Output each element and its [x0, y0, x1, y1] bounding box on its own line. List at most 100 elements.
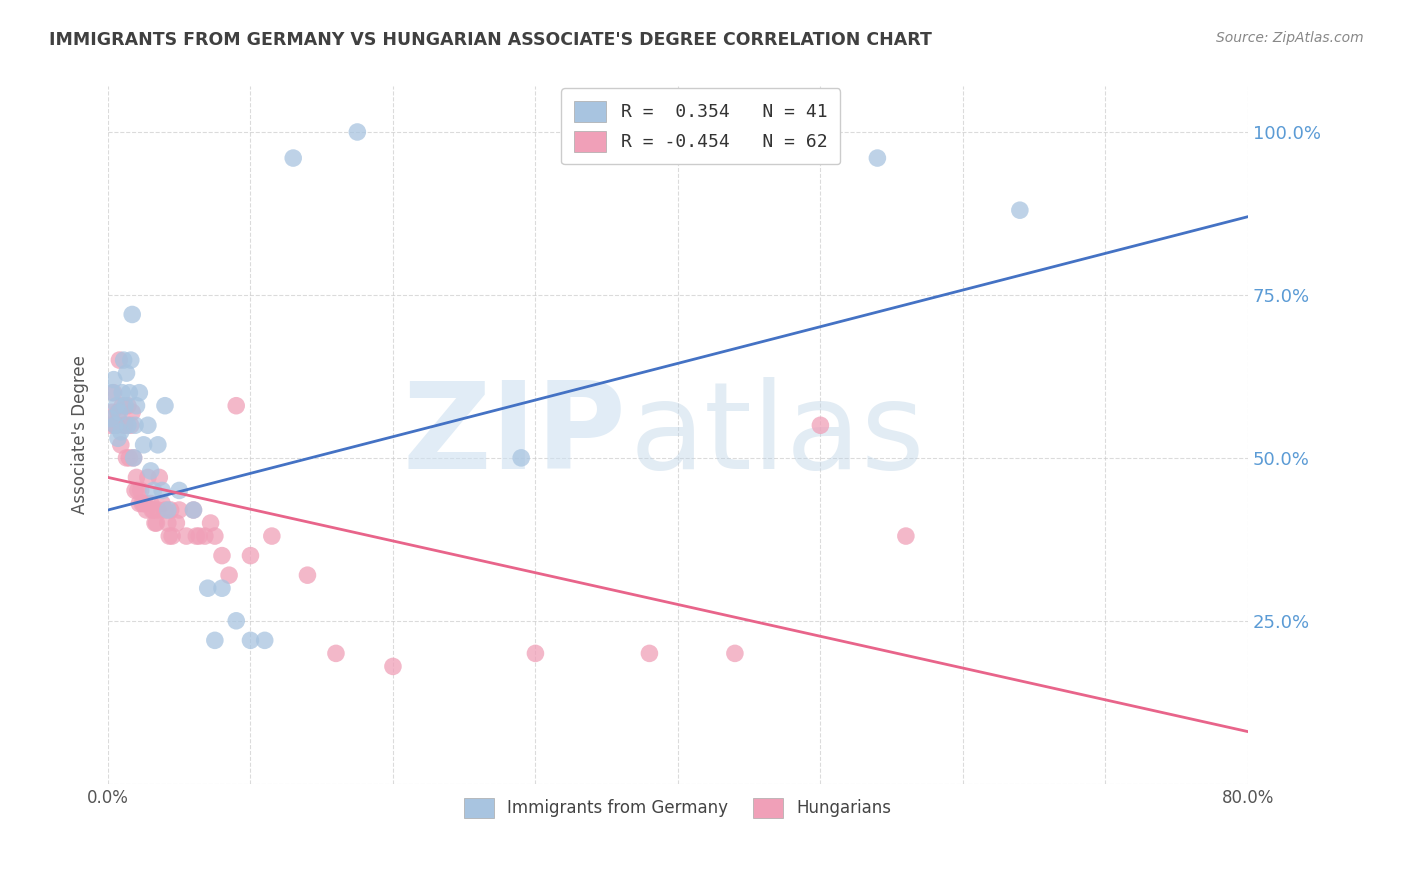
Point — [194, 529, 217, 543]
Point — [107, 405, 129, 419]
Point — [110, 425, 132, 439]
Text: ZIP: ZIP — [404, 376, 627, 493]
Legend: Immigrants from Germany, Hungarians: Immigrants from Germany, Hungarians — [457, 791, 898, 824]
Y-axis label: Associate's Degree: Associate's Degree — [72, 356, 89, 515]
Point — [141, 503, 163, 517]
Point — [127, 483, 149, 498]
Point — [150, 483, 173, 498]
Point — [118, 450, 141, 465]
Point — [225, 614, 247, 628]
Point — [136, 470, 159, 484]
Point — [142, 503, 165, 517]
Point — [146, 438, 169, 452]
Point — [121, 308, 143, 322]
Point — [381, 659, 404, 673]
Point — [150, 496, 173, 510]
Point — [115, 366, 138, 380]
Point — [128, 496, 150, 510]
Point — [139, 496, 162, 510]
Point — [104, 418, 127, 433]
Point — [156, 516, 179, 530]
Point — [117, 418, 139, 433]
Point — [148, 470, 170, 484]
Point — [165, 516, 187, 530]
Point — [139, 464, 162, 478]
Point — [239, 633, 262, 648]
Point — [120, 353, 142, 368]
Point — [160, 529, 183, 543]
Point — [204, 529, 226, 543]
Point — [100, 411, 122, 425]
Point — [894, 529, 917, 543]
Point — [239, 549, 262, 563]
Point — [524, 646, 547, 660]
Text: atlas: atlas — [630, 376, 925, 493]
Point — [167, 503, 190, 517]
Point — [297, 568, 319, 582]
Point — [115, 450, 138, 465]
Point — [167, 483, 190, 498]
Point — [124, 418, 146, 433]
Point — [143, 516, 166, 530]
Point — [153, 503, 176, 517]
Point — [186, 529, 208, 543]
Point — [808, 418, 831, 433]
Point — [346, 125, 368, 139]
Point — [156, 503, 179, 517]
Point — [157, 529, 180, 543]
Point — [107, 431, 129, 445]
Point — [103, 385, 125, 400]
Point — [108, 353, 131, 368]
Point — [111, 385, 134, 400]
Point — [283, 151, 305, 165]
Point — [724, 646, 747, 660]
Point — [100, 418, 122, 433]
Point — [183, 503, 205, 517]
Point — [146, 503, 169, 517]
Point — [111, 399, 134, 413]
Text: IMMIGRANTS FROM GERMANY VS HUNGARIAN ASSOCIATE'S DEGREE CORRELATION CHART: IMMIGRANTS FROM GERMANY VS HUNGARIAN ASS… — [49, 31, 932, 49]
Point — [204, 633, 226, 648]
Point — [128, 385, 150, 400]
Point — [110, 438, 132, 452]
Text: Source: ZipAtlas.com: Source: ZipAtlas.com — [1216, 31, 1364, 45]
Point — [211, 581, 233, 595]
Point — [108, 405, 131, 419]
Point — [112, 353, 135, 368]
Point — [105, 418, 128, 433]
Point — [114, 418, 136, 433]
Point — [118, 385, 141, 400]
Point — [104, 418, 127, 433]
Point — [132, 438, 155, 452]
Point — [125, 399, 148, 413]
Point — [125, 470, 148, 484]
Point — [103, 373, 125, 387]
Point — [112, 418, 135, 433]
Point — [218, 568, 240, 582]
Point — [132, 496, 155, 510]
Point — [1008, 203, 1031, 218]
Point — [225, 399, 247, 413]
Point — [183, 503, 205, 517]
Point — [188, 529, 211, 543]
Point — [101, 385, 124, 400]
Point — [105, 399, 128, 413]
Point — [120, 418, 142, 433]
Point — [136, 418, 159, 433]
Point — [114, 399, 136, 413]
Point — [211, 549, 233, 563]
Point — [129, 483, 152, 498]
Point — [101, 405, 124, 419]
Point — [117, 399, 139, 413]
Point — [176, 529, 198, 543]
Point — [121, 405, 143, 419]
Point — [510, 450, 533, 465]
Point — [142, 483, 165, 498]
Point — [122, 450, 145, 465]
Point — [159, 503, 181, 517]
Point — [325, 646, 347, 660]
Point — [131, 496, 153, 510]
Point — [124, 483, 146, 498]
Point — [260, 529, 283, 543]
Point — [638, 646, 661, 660]
